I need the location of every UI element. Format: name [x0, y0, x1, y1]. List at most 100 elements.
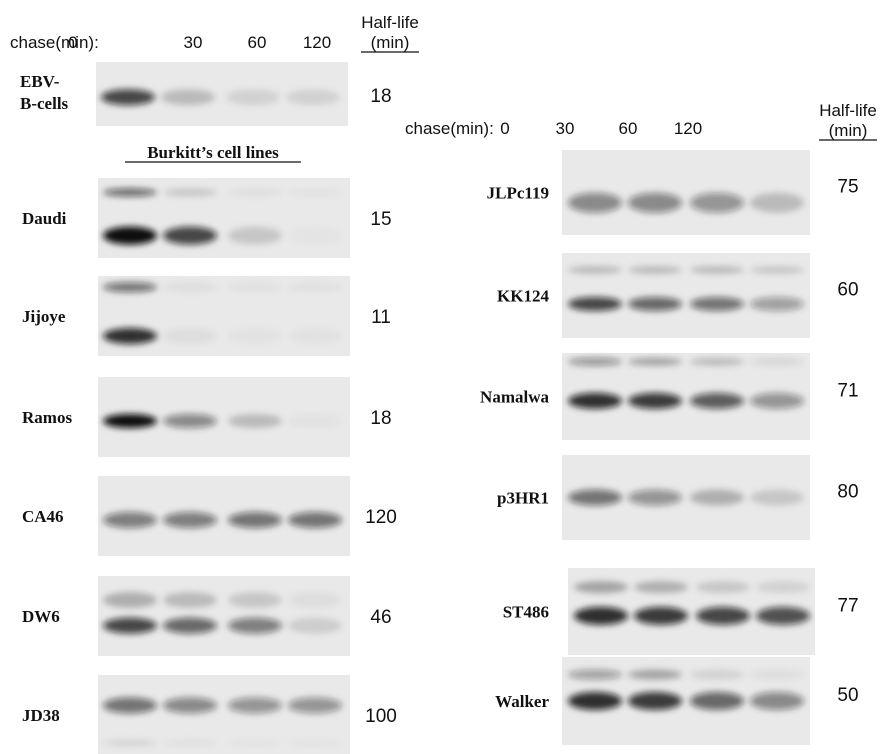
half-life-value: 50	[837, 685, 858, 706]
chase-label: chase(min):	[10, 33, 99, 52]
half-life-label: Half-life	[819, 101, 877, 120]
band	[228, 282, 282, 292]
band	[163, 188, 217, 196]
band	[103, 697, 157, 713]
band	[103, 592, 157, 608]
band	[103, 282, 157, 292]
band	[756, 607, 810, 625]
band	[568, 193, 622, 213]
row-label: CA46	[22, 507, 64, 526]
band	[574, 581, 628, 593]
row-label: Jijoye	[22, 307, 66, 326]
band	[163, 740, 217, 746]
row-label: Walker	[495, 692, 549, 711]
band	[568, 490, 622, 506]
band	[690, 193, 744, 213]
lane-label: 30	[184, 33, 203, 52]
band	[750, 692, 804, 710]
band	[690, 358, 744, 366]
band	[228, 592, 282, 608]
band	[690, 490, 744, 506]
band	[750, 266, 804, 274]
row-label: Daudi	[22, 209, 67, 228]
band	[228, 740, 282, 746]
band	[228, 188, 282, 196]
band	[288, 740, 342, 746]
band	[628, 297, 682, 311]
band	[568, 358, 622, 366]
band	[103, 188, 157, 196]
band	[628, 266, 682, 274]
band	[288, 414, 342, 428]
lane-label: 0	[500, 119, 509, 138]
lane-label: 60	[248, 33, 267, 52]
band	[628, 358, 682, 366]
band	[568, 692, 622, 710]
half-life-value: 60	[837, 280, 858, 301]
lane-label: 120	[303, 33, 331, 52]
band	[288, 227, 342, 245]
band	[628, 692, 682, 710]
band	[288, 592, 342, 608]
row-label: p3HR1	[497, 489, 549, 508]
band	[750, 297, 804, 311]
band	[101, 89, 155, 105]
band	[228, 697, 282, 713]
unit-label: (min)	[371, 33, 410, 52]
band	[288, 188, 342, 196]
band	[750, 670, 804, 680]
band	[288, 512, 342, 528]
row-label: ST486	[503, 603, 549, 622]
unit-label: (min)	[829, 121, 868, 140]
band	[228, 227, 282, 245]
row-label: DW6	[22, 607, 60, 626]
band	[634, 607, 688, 625]
lane-label: 0	[68, 33, 77, 52]
band	[756, 581, 810, 593]
row-label: B-cells	[20, 94, 69, 113]
band	[163, 328, 217, 344]
band	[568, 266, 622, 274]
section-title: Burkitt’s cell lines	[147, 143, 279, 162]
half-life-value: 15	[370, 209, 391, 230]
band	[161, 89, 215, 105]
band	[568, 670, 622, 680]
band	[696, 581, 750, 593]
band	[228, 414, 282, 428]
band	[628, 670, 682, 680]
half-life-value: 120	[365, 507, 397, 528]
band	[690, 393, 744, 409]
row-label: KK124	[497, 287, 549, 306]
band	[103, 328, 157, 344]
band	[288, 618, 342, 634]
band	[288, 697, 342, 713]
band	[750, 490, 804, 506]
band	[690, 297, 744, 311]
half-life-value: 77	[837, 596, 858, 617]
half-life-label: Half-life	[361, 13, 419, 32]
half-life-value: 11	[371, 307, 391, 328]
band	[163, 227, 217, 245]
row-label: EBV-	[20, 72, 60, 91]
lane-label: 30	[556, 119, 575, 138]
band	[750, 193, 804, 213]
half-life-value: 100	[365, 706, 397, 727]
band	[634, 581, 688, 593]
half-life-value: 18	[370, 408, 391, 429]
band	[574, 607, 628, 625]
half-life-value: 46	[370, 607, 391, 628]
band	[690, 670, 744, 680]
figure: chase(min):03060120Half-life(min)EBV-B-c…	[0, 0, 885, 754]
band	[228, 512, 282, 528]
band	[163, 618, 217, 634]
blot-image	[562, 150, 810, 235]
half-life-value: 80	[837, 482, 858, 503]
lane-label: 120	[674, 119, 702, 138]
band	[690, 266, 744, 274]
half-life-value: 75	[837, 177, 858, 198]
band	[103, 227, 157, 245]
band	[103, 414, 157, 428]
band	[226, 89, 280, 105]
band	[750, 358, 804, 366]
